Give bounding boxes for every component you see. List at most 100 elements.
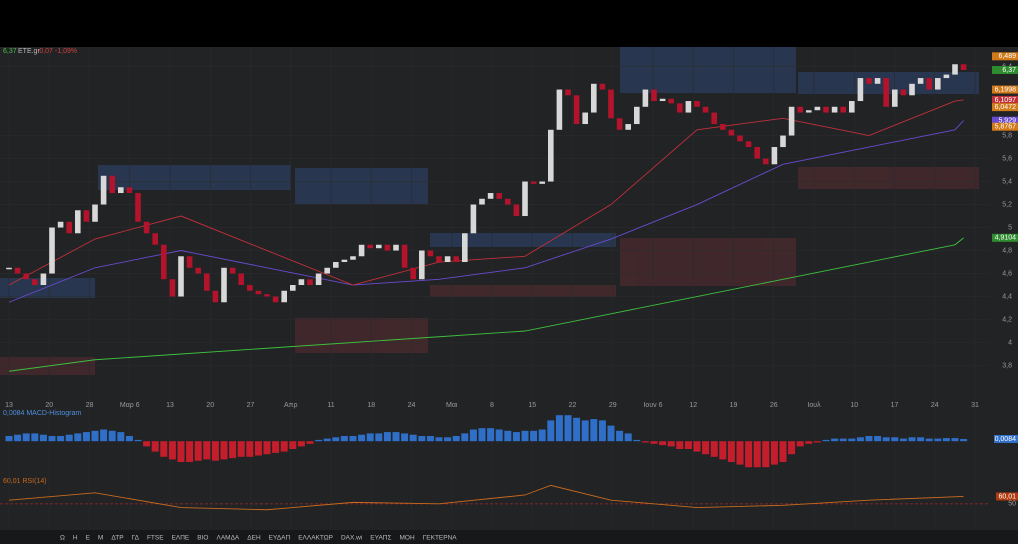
macd-bar: [839, 438, 847, 442]
candle: [66, 221, 72, 234]
toolbar-tab[interactable]: ΕΥΔΑΠ: [269, 535, 291, 542]
x-tick-label: 27: [247, 402, 255, 409]
candle: [14, 267, 21, 274]
toolbar-tab[interactable]: ΛΑΜΔΑ: [216, 535, 239, 542]
macd-bar: [805, 441, 813, 444]
macd-bar: [822, 439, 830, 442]
x-tick-label: 29: [609, 402, 617, 409]
macd-bar: [91, 430, 99, 442]
price-tag-label: 5,8767: [995, 124, 1017, 131]
macd-bar: [117, 432, 125, 442]
price-tag: [992, 52, 1018, 61]
macd-bar: [39, 434, 47, 442]
macd-bar: [495, 429, 503, 442]
macd-bar: [882, 437, 890, 442]
macd-bar: [555, 415, 563, 442]
candle: [874, 78, 881, 84]
header-symbol: ETE.gr: [18, 48, 40, 55]
x-tick-label: 28: [86, 402, 94, 409]
macd-bar: [736, 441, 744, 465]
candle: [401, 244, 408, 268]
macd-bar: [659, 441, 667, 446]
candle: [453, 256, 459, 263]
candle: [668, 98, 674, 104]
candle: [229, 267, 236, 274]
candle: [513, 204, 520, 217]
macd-bar: [5, 436, 13, 442]
macd-bar: [770, 441, 778, 465]
candle: [32, 279, 38, 286]
toolbar-tab[interactable]: Ω: [60, 535, 65, 542]
macd-bar: [332, 437, 340, 442]
price-tag-label: 5,929: [998, 118, 1016, 125]
candle: [530, 181, 537, 184]
macd-bar: [573, 417, 581, 442]
y-tick-label: 4,4: [1002, 293, 1012, 300]
macd-bar: [74, 433, 82, 442]
x-tick-label: 8: [490, 402, 494, 409]
candle: [126, 187, 133, 194]
toolbar-tab[interactable]: ΓΔ: [132, 535, 140, 542]
toolbar-tab[interactable]: ΕΛΠΕ: [172, 535, 190, 542]
macd-bar: [796, 441, 804, 447]
toolbar-tab[interactable]: Μ: [98, 535, 103, 542]
macd-bar: [194, 441, 202, 461]
macd-bar: [57, 436, 65, 442]
macd-bar: [856, 437, 864, 442]
zone: [620, 238, 796, 286]
toolbar-tab[interactable]: FTSE: [147, 535, 164, 542]
toolbar-tab[interactable]: ΒΙΟ: [197, 535, 208, 542]
candle: [178, 256, 184, 297]
toolbar-tab[interactable]: ΓΕΚΤΕΡΝΑ: [423, 535, 458, 542]
macd-bar: [229, 441, 237, 459]
macd-bar: [151, 441, 159, 452]
candle: [496, 193, 502, 199]
top-bar: [0, 0, 1018, 47]
x-tick-label: Ιουλ: [807, 402, 821, 409]
zones: [0, 47, 979, 298]
price-tag: [992, 122, 1018, 131]
header-last: 6,37: [3, 48, 17, 55]
toolbar-tab[interactable]: ΜΟΗ: [400, 535, 415, 542]
toolbar: [0, 530, 1018, 544]
price-tag: [992, 65, 1018, 74]
macd-bar: [375, 433, 383, 442]
price-tag: [992, 85, 1018, 94]
toolbar-tab[interactable]: ΔΤΡ: [111, 535, 123, 542]
candle: [616, 118, 623, 130]
toolbar-tab[interactable]: DAX.wi: [341, 535, 362, 542]
toolbar-tab[interactable]: Ε: [86, 535, 91, 542]
macd-bar: [684, 441, 692, 449]
toolbar-tab[interactable]: ΕΥΑΠΣ: [370, 535, 391, 542]
candle: [720, 124, 726, 130]
candle: [625, 124, 631, 130]
rsi-title: 60,01 RSI(14): [3, 478, 47, 485]
candle: [367, 244, 373, 249]
macd-bar: [22, 433, 30, 442]
candle: [522, 181, 528, 217]
macd-bar: [160, 441, 168, 457]
rsi-tag-label: 60,01: [998, 493, 1016, 500]
candle: [780, 135, 786, 148]
toolbar-tab[interactable]: ΕΛΛΑΚΤΩΡ: [298, 535, 333, 542]
macd-bar: [323, 438, 331, 442]
macd-bar: [942, 438, 950, 442]
y-tick-label: 5: [1008, 224, 1012, 231]
macd-bar: [426, 436, 434, 442]
macd-bar: [960, 439, 968, 442]
macd-bar: [315, 439, 323, 442]
candle: [565, 89, 571, 96]
macd-bar: [874, 436, 882, 442]
price-tag: [992, 103, 1018, 112]
price-tag-label: 6,0472: [995, 104, 1017, 111]
candle: [462, 233, 468, 263]
macd-bar: [607, 425, 615, 442]
toolbar-tab[interactable]: ΔΕΗ: [247, 535, 261, 542]
candle: [444, 256, 451, 263]
candle: [358, 244, 365, 257]
toolbar-tab[interactable]: Η: [73, 535, 78, 542]
candle: [298, 279, 305, 286]
y-tick-label: 4,6: [1002, 270, 1012, 277]
macd-bar: [280, 441, 288, 452]
price-tag-label: 6,1998: [995, 86, 1017, 93]
